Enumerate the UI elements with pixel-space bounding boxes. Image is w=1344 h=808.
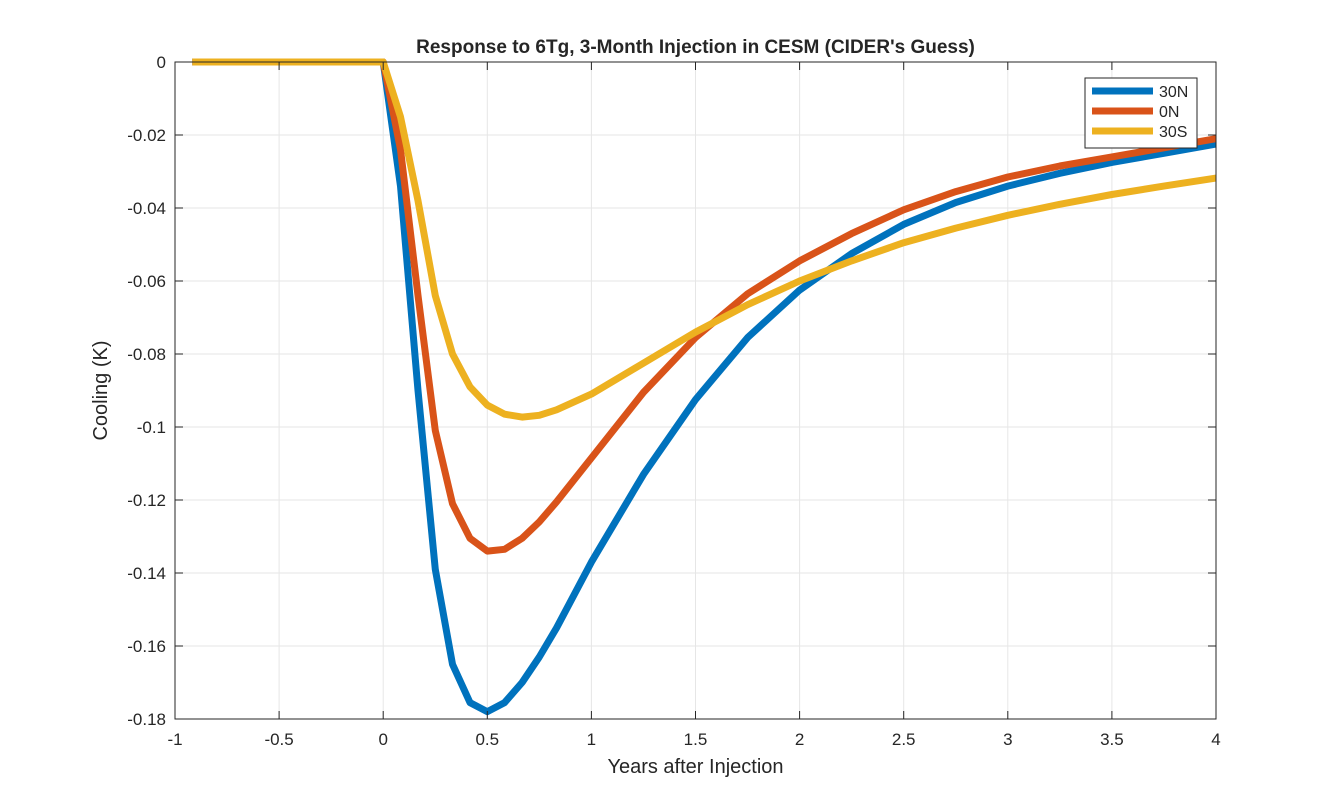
- y-tick-label: -0.08: [127, 345, 166, 364]
- legend-label-30N: 30N: [1159, 84, 1188, 101]
- x-tick-label: -0.5: [264, 730, 293, 749]
- series-layer: [192, 58, 1217, 716]
- y-tick-label: -0.12: [127, 491, 166, 510]
- x-tick-label: -1: [167, 730, 182, 749]
- legend-label-30S: 30S: [1159, 124, 1187, 141]
- x-tick-label: 2: [795, 730, 804, 749]
- y-axis-label: Cooling (K): [90, 340, 112, 440]
- x-tick-label: 0.5: [475, 730, 499, 749]
- legend: 30N 0N 30S: [1084, 77, 1198, 149]
- x-tick-labels: -1 -0.5 0 0.5 1 1.5 2 2.5 3 3.5 4: [167, 730, 1220, 749]
- x-tick-label: 0: [378, 730, 387, 749]
- y-tick-label: -0.14: [127, 564, 166, 583]
- x-tick-label: 1.5: [684, 730, 708, 749]
- series-line-30N: [192, 58, 1217, 716]
- chart-title: Response to 6Tg, 3-Month Injection in CE…: [416, 37, 975, 58]
- x-axis-label: Years after Injection: [607, 756, 783, 778]
- y-tick-label: -0.04: [127, 199, 166, 218]
- y-tick-label: -0.06: [127, 272, 166, 291]
- series-line-30S: [192, 58, 1217, 421]
- tick-marks: [174, 61, 1217, 720]
- x-tick-label: 4: [1211, 730, 1220, 749]
- y-tick-label: 0: [157, 53, 166, 72]
- x-tick-label: 1: [587, 730, 596, 749]
- y-tick-label: -0.16: [127, 637, 166, 656]
- x-tick-label: 2.5: [892, 730, 916, 749]
- y-tick-labels: 0 -0.02 -0.04 -0.06 -0.08 -0.1 -0.12 -0.14 -0.16…: [127, 53, 166, 729]
- y-tick-label: -0.02: [127, 126, 166, 145]
- legend-label-0N: 0N: [1159, 104, 1179, 121]
- x-tick-label: 3: [1003, 730, 1012, 749]
- y-tick-label: -0.1: [137, 418, 166, 437]
- y-tick-label: -0.18: [127, 710, 166, 729]
- x-tick-label: 3.5: [1100, 730, 1124, 749]
- series-line-0N: [192, 58, 1217, 555]
